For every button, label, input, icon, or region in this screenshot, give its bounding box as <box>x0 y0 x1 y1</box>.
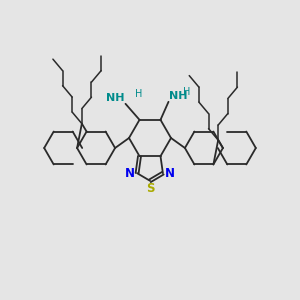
Text: N: N <box>125 167 135 180</box>
Text: S: S <box>146 182 154 195</box>
Text: H: H <box>136 89 143 99</box>
Text: NH: NH <box>106 93 124 103</box>
Text: NH: NH <box>169 91 188 101</box>
Text: N: N <box>165 167 175 180</box>
Text: H: H <box>182 87 190 97</box>
